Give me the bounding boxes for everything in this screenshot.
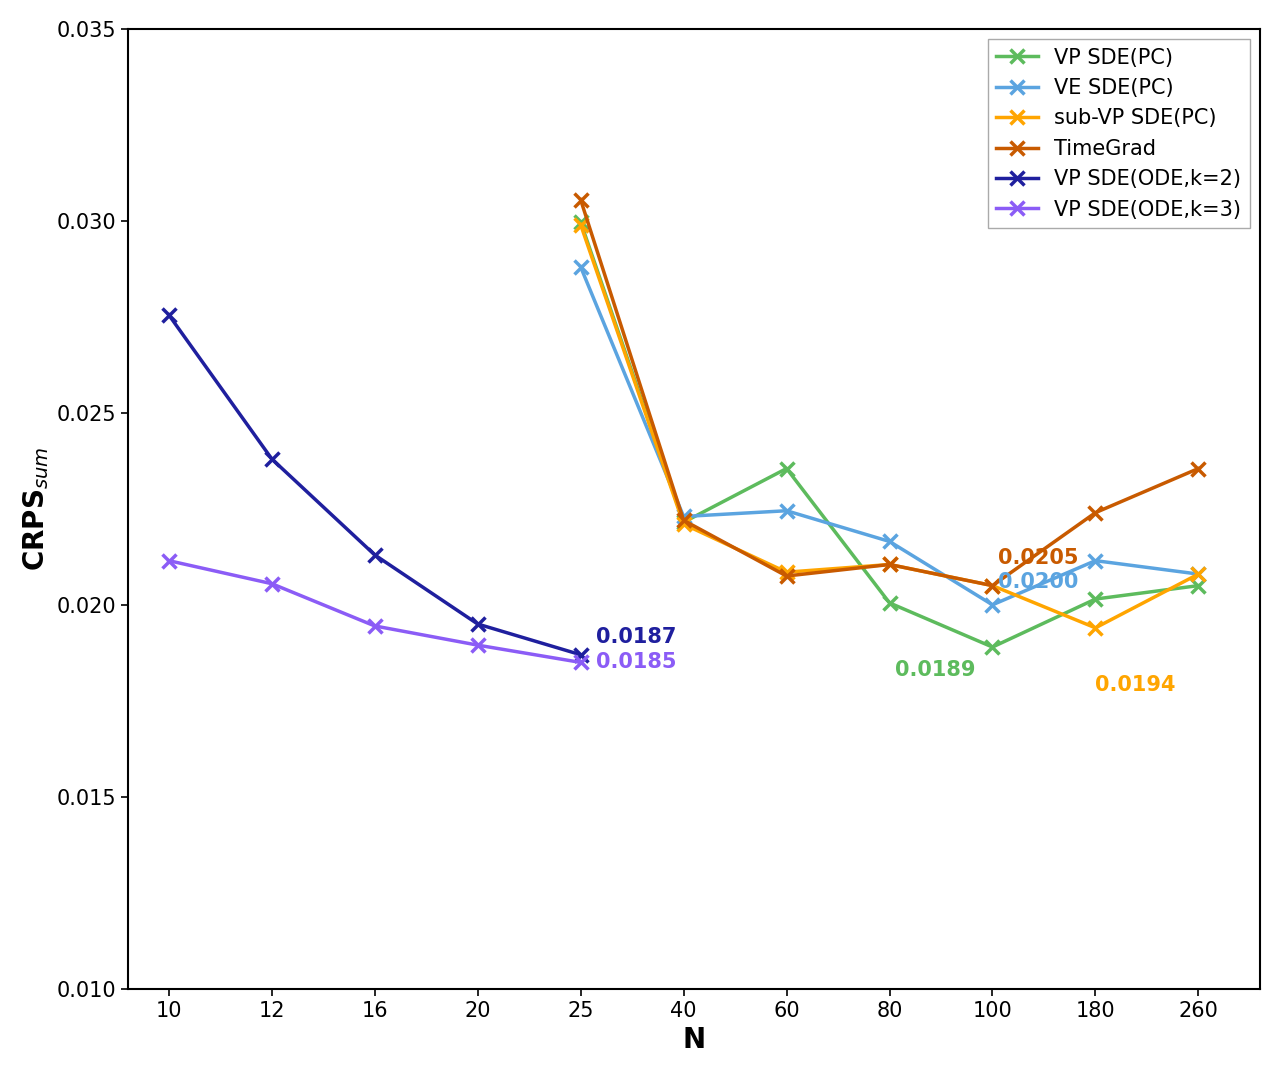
Text: 0.0189: 0.0189 [894,660,975,679]
Text: 0.0205: 0.0205 [998,548,1079,569]
VP SDE(ODE,k=3) [161,555,177,568]
Text: 0.0194: 0.0194 [1095,675,1176,696]
Line: VP SDE(PC): VP SDE(PC) [574,215,1205,654]
VP SDE(PC) [676,516,692,529]
TimeGrad [779,570,794,583]
Y-axis label: CRPS$_{sum}$: CRPS$_{sum}$ [20,446,51,571]
VP SDE(PC) [1191,579,1207,592]
sub-VP SDE(PC) [1088,621,1103,634]
VP SDE(ODE,k=3) [470,639,485,651]
sub-VP SDE(PC) [573,218,588,231]
VP SDE(PC) [779,462,794,475]
Legend: VP SDE(PC), VE SDE(PC), sub-VP SDE(PC), TimeGrad, VP SDE(ODE,k=2), VP SDE(ODE,k=: VP SDE(PC), VE SDE(PC), sub-VP SDE(PC), … [988,40,1250,228]
Line: VP SDE(ODE,k=2): VP SDE(ODE,k=2) [161,307,588,662]
VE SDE(PC) [573,260,588,273]
VP SDE(ODE,k=3) [573,656,588,669]
X-axis label: N: N [683,1027,706,1055]
VP SDE(ODE,k=3) [368,619,383,632]
TimeGrad [573,194,588,206]
VP SDE(PC) [1088,592,1103,605]
Text: 0.0200: 0.0200 [998,572,1079,592]
VE SDE(PC) [779,504,794,517]
sub-VP SDE(PC) [779,565,794,578]
VE SDE(PC) [1191,568,1207,580]
VP SDE(ODE,k=2) [264,453,279,465]
TimeGrad [985,579,1000,592]
VP SDE(PC) [985,641,1000,654]
VP SDE(PC) [573,215,588,228]
sub-VP SDE(PC) [881,558,897,571]
VP SDE(ODE,k=2) [470,617,485,630]
TimeGrad [881,558,897,571]
VP SDE(ODE,k=2) [161,309,177,321]
VE SDE(PC) [881,535,897,548]
sub-VP SDE(PC) [676,518,692,531]
VP SDE(ODE,k=2) [573,648,588,661]
VE SDE(PC) [1088,555,1103,568]
VE SDE(PC) [676,510,692,522]
VP SDE(ODE,k=3) [264,577,279,590]
TimeGrad [676,514,692,527]
VE SDE(PC) [985,599,1000,612]
Line: VP SDE(ODE,k=3): VP SDE(ODE,k=3) [161,554,588,670]
Line: VE SDE(PC): VE SDE(PC) [574,260,1205,612]
Text: 0.0185: 0.0185 [596,653,676,672]
VP SDE(PC) [881,597,897,610]
VP SDE(ODE,k=2) [368,548,383,561]
Line: TimeGrad: TimeGrad [574,192,1205,592]
sub-VP SDE(PC) [985,579,1000,592]
sub-VP SDE(PC) [1191,568,1207,580]
TimeGrad [1088,506,1103,519]
Text: 0.0187: 0.0187 [596,627,676,647]
Line: sub-VP SDE(PC): sub-VP SDE(PC) [574,218,1205,635]
TimeGrad [1191,462,1207,475]
